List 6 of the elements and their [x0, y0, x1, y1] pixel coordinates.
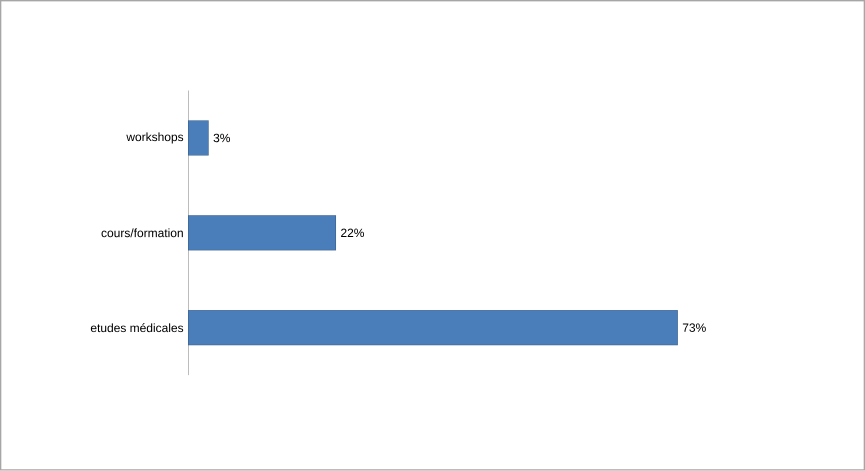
data-label: 22% [341, 228, 364, 238]
y-tick-label: etudes médicales [90, 323, 184, 332]
data-label: 3% [214, 134, 230, 142]
y-tick-label: cours/formation [102, 228, 183, 238]
data-label: 73% [682, 324, 706, 332]
y-tick-label: workshops [126, 132, 184, 144]
